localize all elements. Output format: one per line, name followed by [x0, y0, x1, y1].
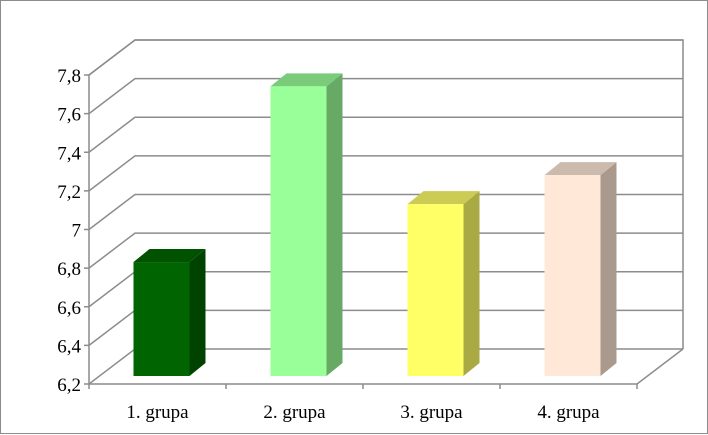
- bar: [270, 73, 343, 376]
- bar-top: [544, 162, 617, 176]
- y-tick-label: 7,6: [57, 105, 81, 126]
- y-tick-label: 6,4: [57, 336, 81, 357]
- bar: [544, 162, 617, 376]
- bar-side: [600, 162, 617, 376]
- y-tick-label: 6,8: [57, 259, 81, 280]
- bar-side: [189, 249, 206, 376]
- bar-top: [270, 73, 343, 87]
- bar-top: [133, 249, 206, 263]
- gridline: [88, 39, 683, 76]
- gridline: [88, 116, 683, 153]
- bar: [407, 191, 480, 376]
- bar-side: [326, 73, 343, 376]
- bar-front: [407, 204, 464, 376]
- x-tick-label: 1. grupa: [126, 402, 189, 423]
- x-tick-label: 2. grupa: [263, 402, 326, 423]
- bar-front: [133, 262, 190, 376]
- bar: [133, 249, 206, 376]
- y-tick-label: 7,8: [57, 66, 81, 87]
- bar-front: [544, 175, 601, 376]
- x-tick-label: 4. grupa: [537, 402, 600, 423]
- bar-top: [407, 191, 480, 205]
- gridline: [88, 232, 683, 269]
- gridline: [88, 77, 683, 115]
- bar-side: [463, 191, 480, 376]
- y-tick-label: 7: [72, 221, 82, 242]
- y-tick-label: 7,2: [57, 182, 81, 203]
- gridline: [88, 155, 683, 192]
- x-tick-label: 3. grupa: [400, 402, 463, 423]
- y-tick-label: 7,4: [57, 143, 81, 164]
- bar-front: [270, 86, 327, 376]
- y-tick-label: 6,2: [57, 375, 81, 396]
- gridline: [88, 193, 683, 231]
- y-tick-label: 6,6: [57, 298, 81, 319]
